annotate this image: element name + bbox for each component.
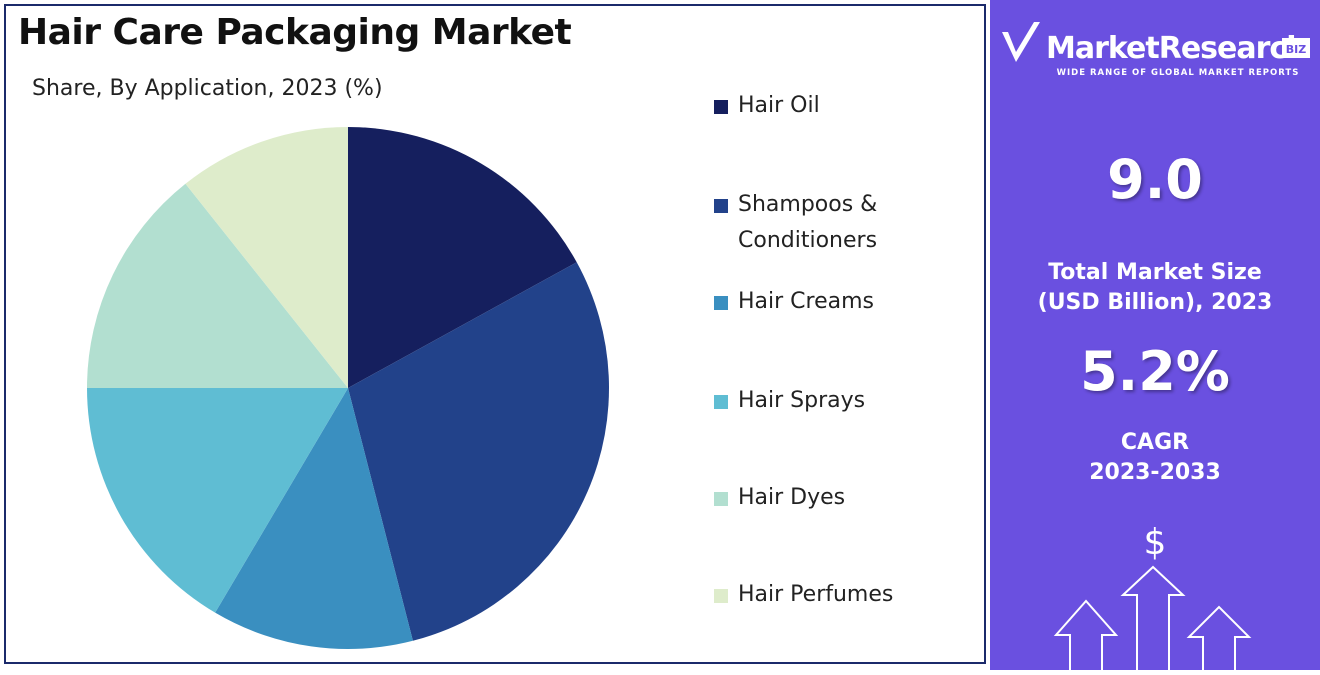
logo: MarketResearch BIZ WIDE RANGE OF GLOBAL … (1002, 22, 1310, 78)
legend-swatch (714, 395, 728, 409)
legend-swatch (714, 492, 728, 506)
pie-slice (87, 388, 348, 613)
chart-title: Hair Care Packaging Market (18, 12, 572, 53)
cagr-label: CAGR 2023-2033 (1089, 430, 1221, 485)
legend-swatch (714, 589, 728, 603)
legend-item: Hair Creams (714, 284, 936, 320)
pie-slice (185, 127, 348, 388)
legend-label: Hair Creams (738, 289, 875, 314)
chart-subtitle: Share, By Application, 2023 (%) (32, 76, 383, 101)
dollar-icon: $ (1143, 522, 1167, 563)
logo-tagline: WIDE RANGE OF GLOBAL MARKET REPORTS (1057, 68, 1300, 78)
legend-swatch (714, 296, 728, 310)
side-panel: MarketResearch BIZ WIDE RANGE OF GLOBAL … (990, 0, 1320, 670)
arrows-icon (1053, 565, 1252, 670)
legend-label: Shampoos & Conditioners (738, 192, 878, 253)
pie-slice (348, 127, 577, 388)
legend-label: Hair Sprays (738, 388, 866, 413)
pie-slice (348, 262, 609, 641)
market-size-label: Total Market Size (USD Billion), 2023 (1037, 260, 1273, 315)
logo-text: MarketResearch (1046, 31, 1307, 66)
legend-label: Hair Perfumes (738, 582, 894, 607)
logo-mark (1002, 22, 1040, 62)
legend-swatch (714, 199, 728, 213)
legend-item: Hair Sprays (714, 383, 936, 419)
pie-chart (87, 127, 609, 649)
market-size-value: 9.0 (1107, 148, 1203, 211)
logo-badge: BIZ (1286, 43, 1306, 56)
pie-slice (215, 388, 413, 649)
legend-item: Hair Perfumes (714, 577, 936, 613)
logo-badge-bg (1282, 38, 1310, 58)
legend-item: Hair Oil (714, 88, 936, 124)
legend-label: Hair Oil (738, 93, 820, 118)
legend-item: Shampoos & Conditioners (714, 187, 936, 259)
cagr-value: 5.2% (1080, 340, 1230, 403)
legend-swatch (714, 100, 728, 114)
chart-frame (4, 4, 986, 664)
legend-label: Hair Dyes (738, 485, 846, 510)
pie-slice (87, 183, 348, 388)
legend-item: Hair Dyes (714, 480, 936, 516)
